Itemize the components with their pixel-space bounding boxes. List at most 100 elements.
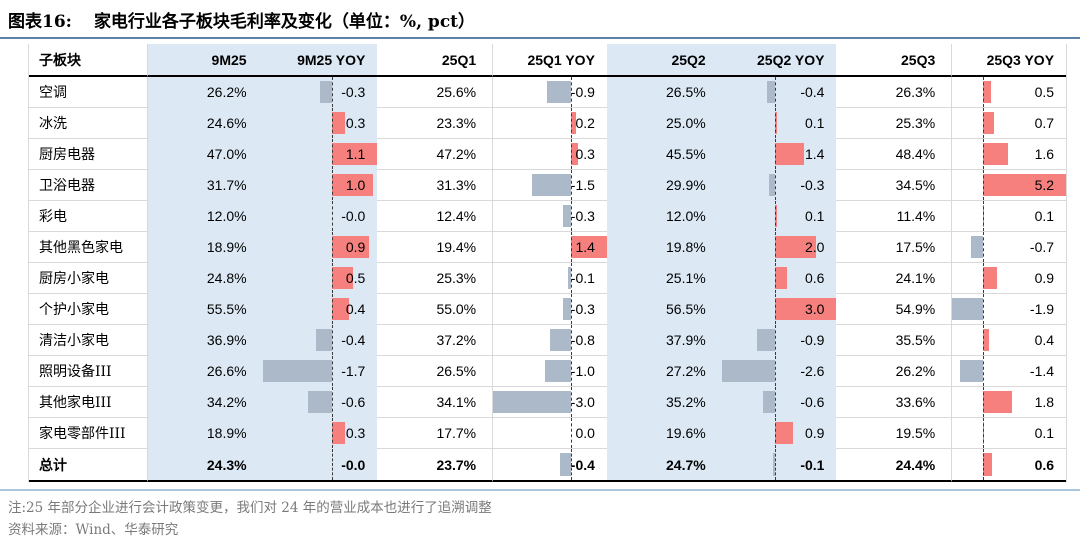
source-note: 资料来源：Wind、华泰研究 [8, 522, 179, 538]
margin-value-cell: 47.0% [147, 139, 263, 170]
yoy-cell: -0.3 [492, 201, 607, 232]
yoy-value: 3.0 [805, 301, 825, 317]
yoy-zero-line [982, 356, 984, 386]
yoy-zero-line [570, 356, 572, 386]
yoy-positive-bar [982, 267, 998, 289]
margin-value-cell: 55.5% [147, 294, 263, 325]
yoy-positive-bar [774, 298, 837, 320]
yoy-cell: -1.4 [951, 356, 1067, 387]
yoy-cell: 0.1 [951, 418, 1067, 449]
yoy-cell: 0.5 [262, 263, 378, 294]
yoy-value: -0.4 [341, 332, 366, 348]
yoy-zero-line [332, 232, 334, 262]
yoy-cell: -3.0 [492, 387, 607, 418]
yoy-value: 0.1 [1034, 425, 1055, 441]
margin-value-cell: 19.8% [606, 232, 722, 263]
yoy-zero-line [982, 77, 984, 107]
yoy-value: 0.3 [345, 115, 366, 131]
table-row: 其他黑色家电 18.9% 0.9 19.4% 1.4 19.8% 2.0 17.5% -0.7 [29, 232, 1067, 263]
margin-table: 子板块 9M25 9M25 YOY 25Q1 25Q1 YOY 25Q2 25Q2 YOY 2… [28, 44, 1067, 482]
row-name-cell: 彩电 [29, 201, 148, 232]
yoy-zero-line [774, 108, 776, 138]
yoy-cell: -0.1 [492, 263, 607, 294]
yoy-cell: -1.9 [951, 294, 1067, 325]
margin-value-cell: 19.5% [836, 418, 952, 449]
yoy-cell: 0.9 [262, 232, 378, 263]
yoy-cell: -1.0 [492, 356, 607, 387]
yoy-zero-line [570, 387, 572, 417]
column-header: 9M25 [147, 44, 263, 77]
footnote: 注:25 年部分企业进行会计政策变更，我们对 24 年的营业成本也进行了追溯调整 [8, 500, 492, 516]
yoy-cell: 1.4 [492, 232, 607, 263]
yoy-positive-bar [570, 236, 607, 258]
yoy-positive-bar [774, 422, 794, 444]
yoy-cell: 5.2 [951, 170, 1067, 201]
column-header: 25Q3 [836, 44, 952, 77]
yoy-value: 5.2 [1034, 177, 1055, 193]
yoy-negative-bar [562, 205, 571, 227]
row-name-cell: 空调 [29, 77, 148, 108]
yoy-zero-line [982, 232, 984, 262]
column-header: 25Q3 YOY [951, 44, 1067, 77]
yoy-negative-bar [319, 81, 333, 103]
margin-value-cell: 25.3% [377, 263, 493, 294]
yoy-negative-bar [568, 267, 571, 289]
yoy-cell: 0.3 [492, 139, 607, 170]
yoy-value: -1.5 [570, 177, 595, 193]
yoy-value: 1.0 [345, 177, 366, 193]
yoy-value: -0.3 [570, 208, 595, 224]
yoy-cell: -1.5 [492, 170, 607, 201]
yoy-positive-bar [332, 143, 378, 165]
figure-title-text: 家电行业各子板块毛利率及变化（单位：%, pct） [93, 12, 476, 32]
margin-value-cell: 34.5% [836, 170, 952, 201]
margin-value-cell: 55.0% [377, 294, 493, 325]
yoy-zero-line [774, 449, 776, 480]
column-header: 25Q2 YOY [721, 44, 837, 77]
table-row: 总计 24.3% -0.0 23.7% -0.4 24.7% -0.1 24.4% 0.6 [29, 449, 1067, 482]
margin-value-cell: 11.4% [836, 201, 952, 232]
table-row: 彩电 12.0% -0.0 12.4% -0.3 12.0% 0.1 11.4% 0.1 [29, 201, 1067, 232]
yoy-zero-line [982, 108, 984, 138]
yoy-cell: 0.6 [721, 263, 837, 294]
yoy-zero-line [570, 294, 572, 324]
yoy-value: -1.4 [1029, 363, 1055, 379]
yoy-cell: 0.9 [951, 263, 1067, 294]
yoy-value: -0.7 [1029, 239, 1055, 255]
yoy-zero-line [982, 418, 984, 448]
yoy-zero-line [570, 170, 572, 200]
margin-value-cell: 35.2% [606, 387, 722, 418]
margin-value-cell: 24.3% [147, 449, 263, 482]
yoy-cell: -0.9 [492, 77, 607, 108]
yoy-cell: 1.6 [951, 139, 1067, 170]
yoy-cell: 0.9 [721, 418, 837, 449]
yoy-cell: 0.3 [262, 108, 378, 139]
margin-value-cell: 25.0% [606, 108, 722, 139]
yoy-value: 0.9 [805, 425, 825, 441]
yoy-value: -0.6 [800, 394, 825, 410]
yoy-cell: 0.0 [492, 418, 607, 449]
yoy-value: -3.0 [570, 394, 595, 410]
yoy-zero-line [774, 356, 776, 386]
yoy-cell: 0.4 [262, 294, 378, 325]
yoy-value: 2.0 [805, 239, 825, 255]
yoy-negative-bar [768, 174, 775, 196]
yoy-value: 0.1 [1034, 208, 1055, 224]
yoy-zero-line [570, 449, 572, 480]
margin-value-cell: 34.2% [147, 387, 263, 418]
yoy-positive-bar [570, 112, 576, 134]
row-name-cell: 清洁小家电 [29, 325, 148, 356]
table-row: 厨房小家电 24.8% 0.5 25.3% -0.1 25.1% 0.6 24.1% 0.9 [29, 263, 1067, 294]
yoy-zero-line [774, 139, 776, 169]
yoy-zero-line [570, 232, 572, 262]
yoy-negative-bar [971, 236, 983, 258]
margin-value-cell: 18.9% [147, 418, 263, 449]
margin-value-cell: 25.1% [606, 263, 722, 294]
yoy-negative-bar [547, 81, 571, 103]
yoy-cell: 0.7 [951, 108, 1067, 139]
yoy-negative-bar [262, 360, 333, 382]
yoy-value: 0.3 [345, 425, 366, 441]
yoy-value: -0.0 [341, 208, 366, 224]
yoy-zero-line [570, 418, 572, 448]
yoy-zero-line [982, 170, 984, 200]
yoy-value: 1.4 [575, 239, 595, 255]
